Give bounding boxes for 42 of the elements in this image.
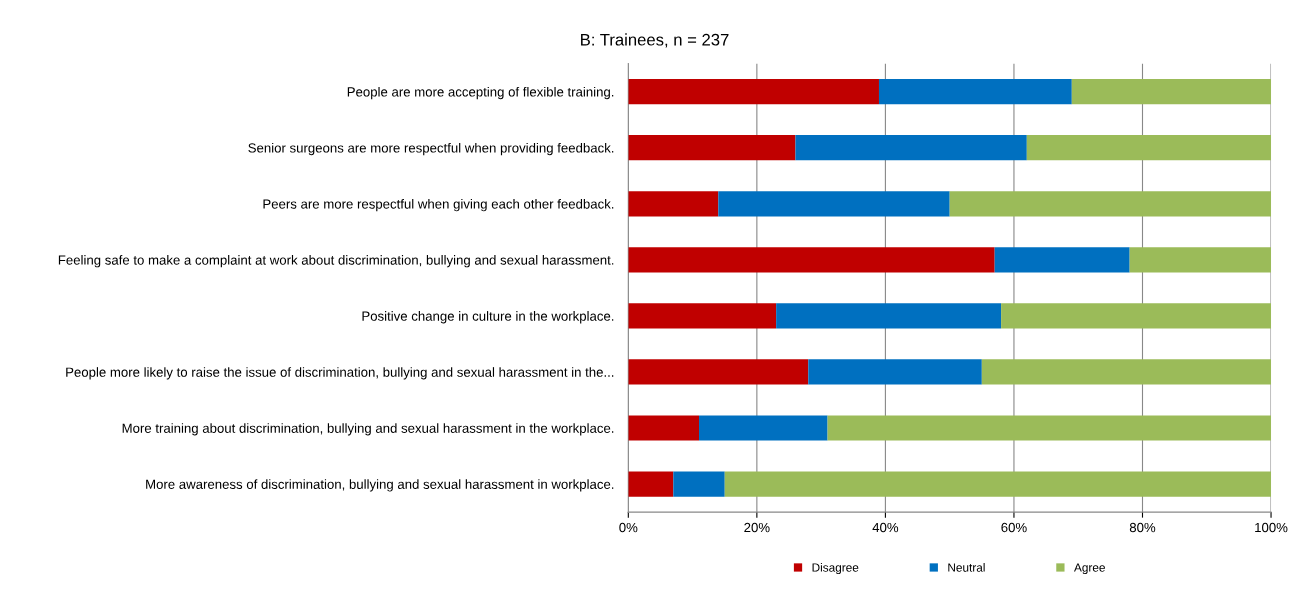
legend-label: Neutral [948, 563, 985, 572]
bar [878, 79, 1072, 105]
bar [1001, 303, 1272, 329]
bar [628, 191, 719, 217]
x-tick-label: 0% [619, 522, 638, 533]
x-tick-label: 40% [872, 522, 899, 533]
bar [808, 359, 982, 385]
bar [994, 247, 1130, 273]
bar [699, 415, 828, 441]
y-tick-label: Feeling safe to make a complaint at work about discrimination, bullying and sexual harassment. [58, 255, 614, 268]
x-tick-label: 20% [744, 522, 770, 533]
bar [673, 471, 725, 497]
bar [628, 303, 777, 329]
y-tick-label: People are more accepting of flexible training. [347, 86, 614, 100]
bar [795, 135, 1027, 161]
y-tick-label: People more likely to raise the issue of discrimination, bullying and sexual harassment in the... [66, 367, 614, 380]
bar [776, 303, 1002, 329]
legend-label: Disagree [812, 563, 859, 575]
bar [949, 191, 1272, 217]
bar [718, 191, 950, 217]
bar [628, 79, 879, 105]
y-tick-label: Peers are more respectful when giving each other feedback. [263, 198, 614, 212]
y-tick-label: Positive change in culture in the workplace. [362, 311, 614, 324]
bar [724, 471, 1272, 497]
y-tick-label: Senior surgeons are more respectful when providing feedback. [248, 142, 614, 156]
legend-label: Agree [1074, 563, 1105, 575]
y-tick-label: More training about discrimination, bullying and sexual harassment in the workplace. [122, 423, 614, 436]
x-tick-label: 100% [1255, 522, 1288, 533]
bar [628, 359, 809, 385]
bar [628, 135, 796, 161]
y-tick-label: More awareness of discrimination, bullying and sexual harassment in workplace. [146, 479, 614, 492]
bar [628, 415, 700, 441]
x-tick-label: 80% [1129, 522, 1156, 533]
bar [827, 415, 1272, 441]
x-tick-label: 60% [1001, 522, 1027, 533]
bar [1026, 135, 1272, 161]
chart-title: B: Trainees, n = 237 [581, 33, 729, 48]
bar [981, 359, 1272, 385]
bar [628, 471, 674, 497]
bar [1071, 79, 1272, 105]
bar [628, 247, 995, 273]
bar [1129, 247, 1272, 273]
